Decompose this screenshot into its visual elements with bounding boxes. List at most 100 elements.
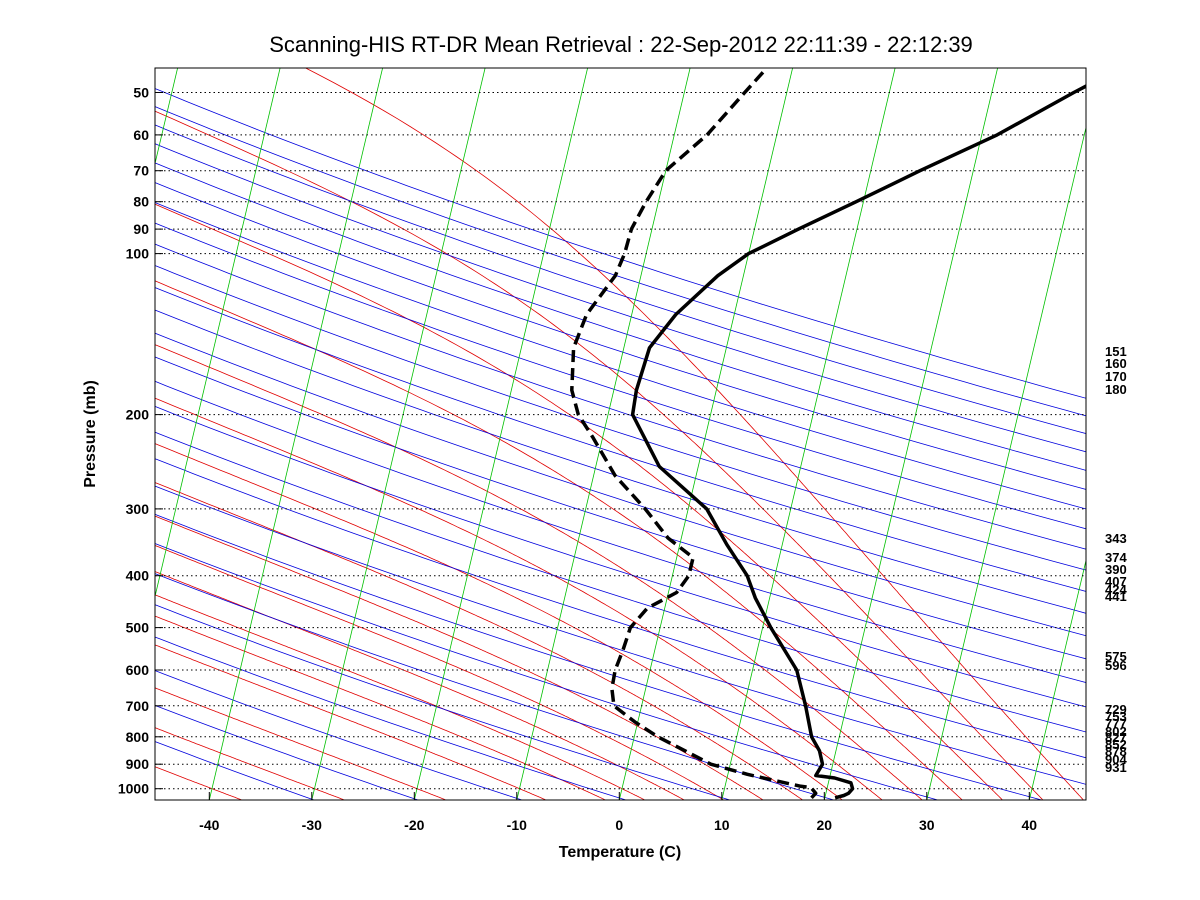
dry-adiabat-17	[155, 265, 1086, 571]
isotherm-18	[1132, 68, 1200, 800]
y-tick-label-60: 60	[133, 127, 149, 143]
dry-adiabat-21	[155, 182, 1086, 490]
isotherm-6	[0, 68, 75, 800]
dry-adiabat-20	[155, 202, 1086, 510]
dry-adiabat-19	[155, 222, 1086, 530]
dry-adiabat-7	[155, 513, 1042, 800]
moist-adiabat-2	[155, 727, 345, 800]
right-label-160: 160	[1105, 356, 1127, 371]
moist-adiabat-4	[155, 644, 547, 800]
x-tick-label-30: 30	[919, 817, 935, 833]
y-tick-label-1000: 1000	[118, 781, 149, 797]
y-axis-label: Pressure (mb)	[82, 380, 99, 488]
isotherm-8	[155, 68, 281, 599]
x-tick-label-20: 20	[817, 817, 833, 833]
moist-adiabat-12	[155, 397, 883, 800]
right-label-407: 407	[1105, 574, 1127, 589]
right-label-390: 390	[1105, 562, 1127, 577]
dry-adiabat-24	[155, 124, 1086, 435]
moist-adiabat-7	[155, 571, 685, 800]
right-label-374: 374	[1105, 550, 1127, 565]
chart-title: Scanning-HIS RT-DR Mean Retrieval : 22-S…	[269, 32, 973, 57]
dry-adiabat-15	[155, 309, 1086, 614]
x-tick-label-40: 40	[1022, 817, 1038, 833]
dry-adiabat-14	[155, 332, 1086, 637]
dry-adiabat-11	[155, 405, 1086, 708]
y-tick-label-80: 80	[133, 194, 149, 210]
moist-adiabat-8	[155, 545, 724, 800]
y-tick-label-100: 100	[126, 246, 150, 262]
plot-frame	[154, 67, 1087, 801]
right-label-424: 424	[1105, 582, 1127, 597]
x-axis-label: Temperature (C)	[559, 844, 681, 861]
y-tick-label-70: 70	[133, 163, 149, 179]
y-tick-label-600: 600	[126, 662, 150, 678]
moist-adiabat-5	[155, 615, 606, 800]
x-tick-label-0: 0	[615, 817, 623, 833]
dry-adiabat-16	[155, 287, 1086, 592]
y-tick-label-900: 900	[126, 756, 150, 772]
moist-adiabat-13	[155, 344, 923, 800]
y-tick-label-50: 50	[133, 85, 149, 101]
right-label-753: 753	[1105, 709, 1127, 724]
moist-adiabat-6	[155, 594, 646, 800]
isotherm-13	[618, 68, 793, 800]
x-tick-label--30: -30	[302, 817, 322, 833]
y-tick-label-500: 500	[126, 620, 150, 636]
right-label-878: 878	[1105, 744, 1127, 759]
dry-adiabat-25	[155, 106, 1086, 417]
dry-adiabat-8	[155, 485, 1086, 785]
right-label-904: 904	[1105, 752, 1127, 767]
isotherm-9	[208, 68, 383, 800]
right-label-180: 180	[1105, 382, 1127, 397]
dry-adiabat-12	[155, 380, 1086, 683]
right-label-151: 151	[1105, 344, 1127, 359]
x-ticks: -40 -30 -20 -10 0 10 20 30 40	[199, 792, 1037, 833]
y-tick-label-200: 200	[126, 407, 150, 423]
y-tick-label-700: 700	[126, 698, 150, 714]
dry-adiabat-23	[155, 143, 1086, 453]
y-tick-label-800: 800	[126, 729, 150, 745]
moist-adiabat-0	[0, 463, 139, 800]
profiles	[570, 68, 1086, 800]
x-tick-label-10: 10	[714, 817, 730, 833]
temperature-profile	[630, 84, 1086, 800]
moist-adiabat-9	[155, 515, 764, 800]
isotherm-10	[311, 68, 486, 800]
dewpoint-profile	[570, 68, 818, 799]
background-lines	[0, 68, 1200, 800]
right-label-575: 575	[1105, 649, 1127, 664]
isotherm-11	[413, 68, 588, 800]
y-tick-label-400: 400	[126, 568, 150, 584]
isotherm-14	[721, 68, 896, 800]
moist-adiabat-11	[155, 443, 843, 800]
isotherm-15	[823, 68, 998, 800]
right-label-852: 852	[1105, 737, 1127, 752]
dry-adiabat-18	[155, 243, 1086, 550]
dry-adiabat-10	[155, 431, 1086, 733]
dry-adiabat-4	[155, 604, 730, 800]
plot-area	[155, 68, 1086, 800]
isotherm-17	[1028, 558, 1086, 800]
dry-adiabat-3	[155, 636, 627, 800]
x-tick-label--10: -10	[507, 817, 527, 833]
dry-adiabat-2	[155, 670, 523, 800]
moist-adiabat-10	[155, 482, 803, 800]
dry-adiabat-5	[155, 573, 834, 800]
right-label-777: 777	[1105, 716, 1127, 731]
right-label-170: 170	[1105, 369, 1127, 384]
isotherm-16	[926, 125, 1086, 800]
y-tick-label-300: 300	[126, 501, 150, 517]
y-tick-label-90: 90	[133, 221, 149, 237]
y-ticks: 50 60 70 80 90 100 200 300 400 500 600 700 800 900 100…	[118, 85, 163, 797]
dry-adiabat-26	[155, 88, 1086, 399]
dry-adiabat-6	[155, 543, 938, 800]
isotherm-12	[516, 68, 691, 800]
right-label-931: 931	[1105, 760, 1127, 775]
moist-adiabat-17	[304, 68, 1084, 800]
right-label-596: 596	[1105, 658, 1127, 673]
right-label-729: 729	[1105, 702, 1127, 717]
x-tick-label--20: -20	[404, 817, 424, 833]
